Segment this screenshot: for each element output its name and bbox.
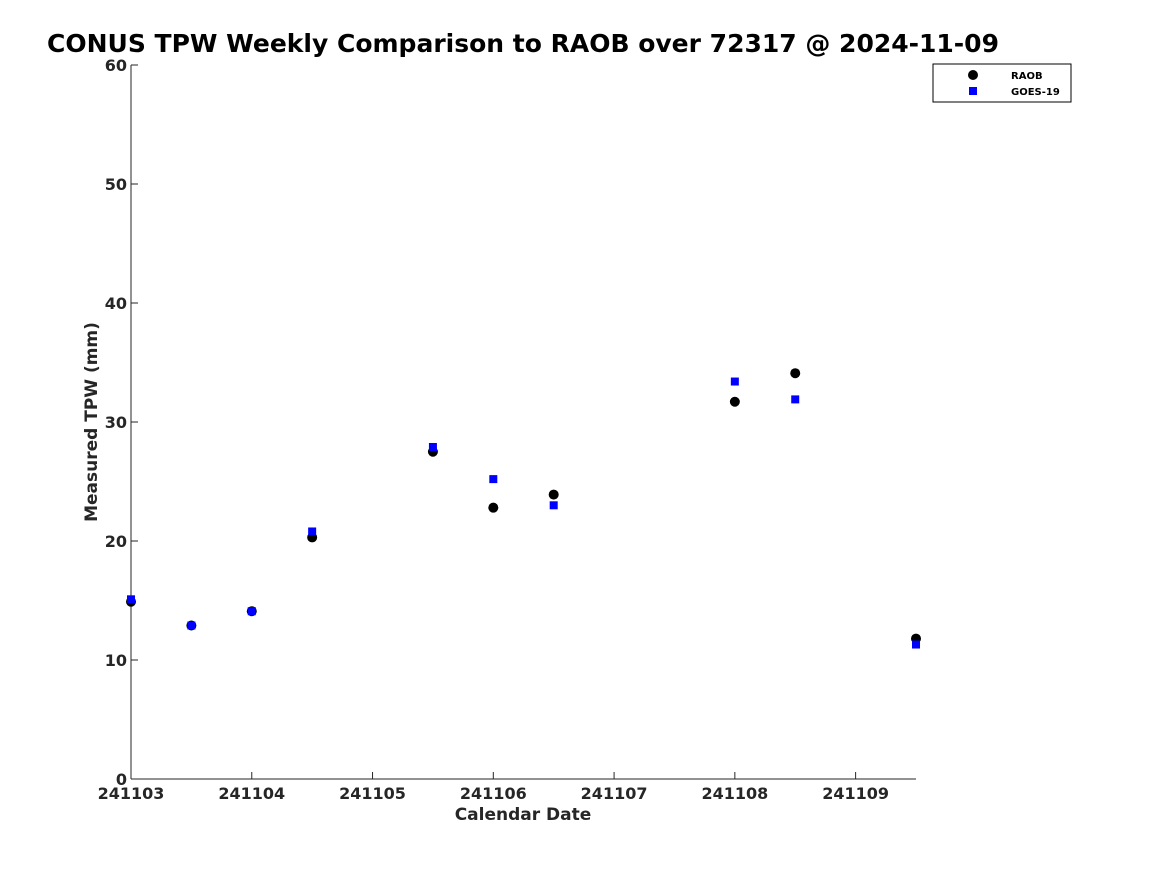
goes-point	[428, 442, 437, 451]
goes-point	[187, 621, 196, 630]
y-tick-label: 10	[105, 651, 127, 670]
raob-point	[488, 502, 499, 513]
x-ticks: 241103 241104 241105 241106 241107 241108 2411…	[98, 772, 889, 803]
x-tick-label: 241109	[822, 784, 889, 803]
series-goes-19	[127, 377, 920, 649]
series-raob	[126, 368, 921, 644]
x-tick-label: 241105	[339, 784, 406, 803]
x-tick-label: 241108	[701, 784, 768, 803]
legend-label: RAOB	[1011, 71, 1043, 82]
legend-box	[932, 63, 1072, 103]
y-tick-label: 60	[105, 56, 127, 75]
y-tick-label: 0	[116, 770, 127, 789]
y-tick-label: 30	[105, 413, 127, 432]
legend-label: GOES-19	[1011, 87, 1060, 98]
goes-point	[549, 501, 558, 510]
goes-point	[791, 395, 800, 404]
legend-marker-circle	[968, 70, 978, 80]
goes-point	[730, 377, 739, 386]
goes-point	[489, 475, 498, 484]
legend: RAOB GOES-19	[932, 63, 1072, 103]
axes	[130, 65, 916, 780]
x-tick-label: 241107	[581, 784, 648, 803]
x-tick-label: 241103	[98, 784, 165, 803]
goes-point	[247, 607, 256, 616]
y-tick-label: 20	[105, 532, 127, 551]
data-points	[126, 368, 921, 649]
goes-point	[127, 595, 135, 604]
raob-point	[729, 396, 740, 407]
raob-point	[548, 489, 559, 500]
y-axis-label: Measured TPW (mm)	[82, 322, 102, 522]
y-ticks: 0 10 20 30 40 50 60	[105, 56, 138, 789]
legend-marker-square	[969, 87, 977, 95]
y-tick-label: 50	[105, 175, 127, 194]
y-tick-label: 40	[105, 294, 127, 313]
x-axis-label: Calendar Date	[455, 805, 592, 825]
goes-point	[308, 527, 317, 536]
x-tick-label: 241104	[218, 784, 285, 803]
chart-title: CONUS TPW Weekly Comparison to RAOB over…	[47, 29, 999, 58]
goes-point	[912, 640, 920, 649]
raob-point	[790, 368, 801, 379]
x-tick-label: 241106	[460, 784, 527, 803]
